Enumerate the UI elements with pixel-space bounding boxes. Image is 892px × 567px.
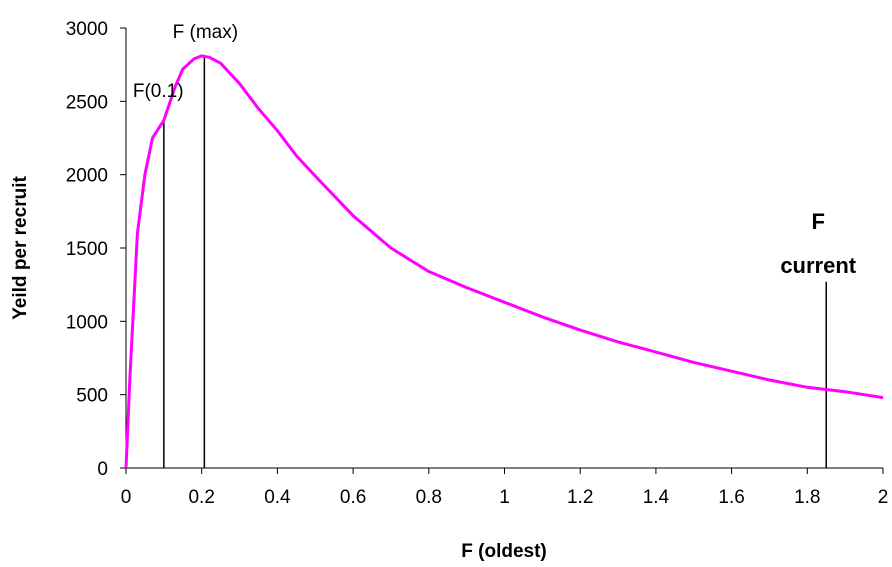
annotation-f-current-line1: F bbox=[811, 209, 824, 234]
tick-labels: 0 500 1000 1500 2000 2500 3000 0 0.2 0.4 0.6 0.8 1 1.… bbox=[66, 19, 889, 508]
x-tick-label: 1.2 bbox=[567, 487, 593, 508]
y-tick-label: 2000 bbox=[66, 166, 108, 187]
y-tick-label: 3000 bbox=[66, 19, 108, 40]
x-tick-label: 0.6 bbox=[340, 487, 366, 508]
y-tick-label: 500 bbox=[76, 386, 108, 407]
annotation-f-0-1: F(0.1) bbox=[133, 81, 184, 102]
y-axis-title: Yeild per recruit bbox=[10, 176, 31, 320]
x-tick-label: 1 bbox=[499, 487, 510, 508]
x-tick-label: 1.6 bbox=[718, 487, 744, 508]
annotation-f-current-line2: current bbox=[780, 253, 856, 278]
x-tick-label: 0.4 bbox=[264, 487, 291, 508]
y-tick-label: 1500 bbox=[66, 239, 108, 260]
x-tick-label: 2 bbox=[878, 487, 889, 508]
x-tick-label: 1.4 bbox=[643, 487, 670, 508]
x-tick-label: 0.2 bbox=[188, 487, 214, 508]
series-group bbox=[124, 54, 884, 469]
x-tick-label: 1.8 bbox=[794, 487, 820, 508]
x-tick-label: 0.8 bbox=[416, 487, 442, 508]
reference-lines bbox=[163, 55, 827, 468]
annotation-f-max: F (max) bbox=[173, 22, 238, 43]
y-tick-label: 2500 bbox=[66, 92, 108, 113]
x-axis-title: F (oldest) bbox=[461, 541, 547, 562]
axes bbox=[120, 27, 884, 474]
y-tick-label: 1000 bbox=[66, 312, 108, 333]
x-tick-label: 0 bbox=[121, 487, 132, 508]
yield-curve-line bbox=[124, 54, 884, 469]
y-tick-label: 0 bbox=[97, 459, 108, 480]
